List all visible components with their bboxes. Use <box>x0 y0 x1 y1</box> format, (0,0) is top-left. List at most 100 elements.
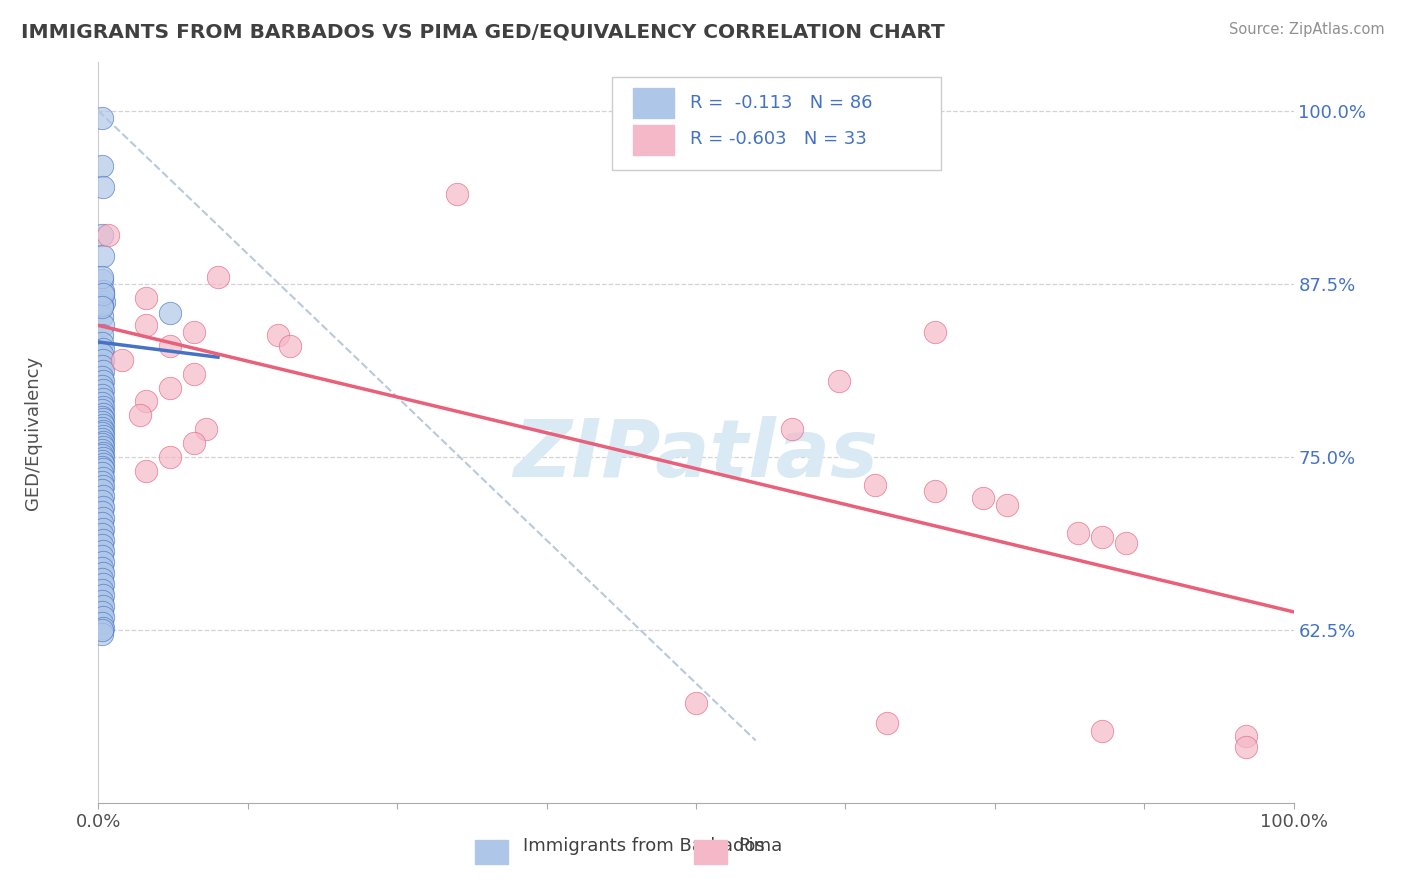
Point <box>278 339 301 353</box>
Point <box>91 347 114 361</box>
Text: Immigrants from Barbados: Immigrants from Barbados <box>523 837 765 855</box>
Text: GED/Equivalency: GED/Equivalency <box>24 356 42 509</box>
Point <box>446 186 468 201</box>
Point <box>91 588 114 602</box>
Text: Pima: Pima <box>738 837 782 855</box>
Point <box>93 294 115 309</box>
Point <box>91 429 114 443</box>
Point <box>91 479 114 493</box>
Point <box>91 516 114 531</box>
Point <box>91 415 114 429</box>
Point <box>91 593 114 607</box>
Text: R =  -0.113   N = 86: R = -0.113 N = 86 <box>690 95 873 112</box>
Point <box>183 436 205 450</box>
Point <box>91 527 114 541</box>
Point <box>91 560 114 574</box>
Point <box>91 555 114 569</box>
Point <box>91 445 114 459</box>
Point <box>91 505 114 519</box>
Point <box>91 582 114 597</box>
Point <box>91 111 114 125</box>
Point <box>91 566 114 580</box>
Bar <box>633 88 675 118</box>
Point <box>91 159 114 173</box>
Point <box>924 326 946 340</box>
Point <box>135 291 157 305</box>
Point <box>91 301 114 315</box>
Point <box>91 409 114 424</box>
Point <box>91 309 114 323</box>
Point <box>91 440 114 454</box>
Point <box>91 467 114 481</box>
Text: R = -0.603   N = 33: R = -0.603 N = 33 <box>690 129 868 148</box>
Point <box>91 605 114 619</box>
Point <box>91 412 114 426</box>
Point <box>876 715 898 730</box>
Point <box>91 379 114 393</box>
Point <box>91 623 114 637</box>
Point <box>91 417 114 432</box>
Point <box>91 180 114 194</box>
Point <box>91 336 114 351</box>
Point <box>91 297 114 311</box>
Point <box>91 374 114 388</box>
Point <box>91 457 114 471</box>
Point <box>1067 525 1090 540</box>
Point <box>91 364 114 378</box>
Point <box>183 326 205 340</box>
Point <box>780 422 803 436</box>
Point <box>91 328 114 343</box>
Point <box>1234 740 1257 755</box>
Point <box>972 491 994 506</box>
Point <box>135 464 157 478</box>
Point <box>1234 730 1257 744</box>
Point <box>135 318 157 333</box>
Point <box>91 369 114 384</box>
Point <box>91 286 114 301</box>
Point <box>91 475 114 489</box>
Point <box>91 533 114 547</box>
Point <box>91 544 114 558</box>
Point <box>91 392 114 406</box>
Point <box>159 381 181 395</box>
Text: Source: ZipAtlas.com: Source: ZipAtlas.com <box>1229 22 1385 37</box>
Point <box>91 459 114 474</box>
Point <box>91 572 114 586</box>
Point <box>91 437 114 451</box>
Bar <box>475 840 509 863</box>
Point <box>91 286 114 301</box>
Point <box>91 424 114 438</box>
Text: IMMIGRANTS FROM BARBADOS VS PIMA GED/EQUIVALENCY CORRELATION CHART: IMMIGRANTS FROM BARBADOS VS PIMA GED/EQU… <box>21 22 945 41</box>
Point <box>91 615 114 630</box>
Point <box>91 627 114 641</box>
Point <box>91 318 114 333</box>
Point <box>111 353 134 368</box>
Point <box>267 328 290 343</box>
Point <box>97 228 120 243</box>
Point <box>91 400 114 414</box>
Point <box>91 284 114 298</box>
Point <box>91 407 114 421</box>
Point <box>91 470 114 484</box>
Point <box>159 450 181 464</box>
Point <box>91 489 114 503</box>
Point <box>183 367 205 381</box>
Point <box>685 696 707 710</box>
Point <box>91 421 114 435</box>
Point <box>91 454 114 468</box>
Point <box>207 269 229 284</box>
Point <box>91 610 114 624</box>
Point <box>91 402 114 417</box>
Point <box>91 426 114 441</box>
Point <box>91 269 114 284</box>
Point <box>91 577 114 591</box>
Point <box>129 409 152 423</box>
Point <box>91 353 114 368</box>
FancyBboxPatch shape <box>613 78 941 169</box>
Point <box>995 498 1018 512</box>
Point <box>91 622 114 636</box>
Point <box>1091 530 1114 544</box>
Point <box>91 494 114 508</box>
Point <box>91 387 114 401</box>
Point <box>91 483 114 497</box>
